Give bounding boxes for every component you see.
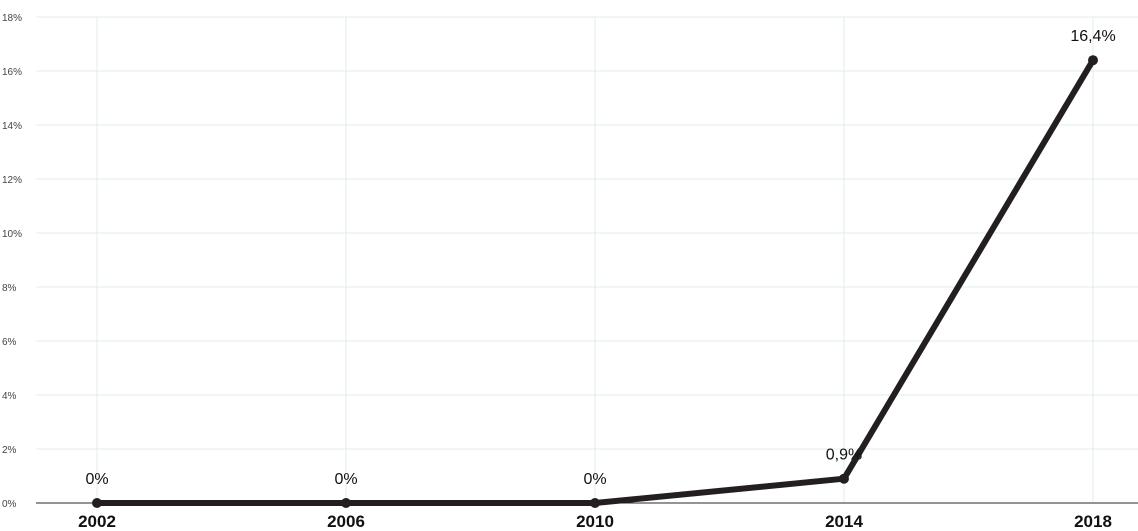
- x-tick-label: 2010: [576, 512, 614, 531]
- y-tick-label: 18%: [2, 13, 22, 24]
- data-label: 16,4%: [1070, 28, 1115, 45]
- y-tick-label: 10%: [2, 229, 22, 240]
- x-tick-label: 2002: [78, 512, 116, 531]
- data-label: 0%: [334, 471, 357, 488]
- y-tick-label: 4%: [2, 391, 17, 402]
- data-label: 0%: [583, 471, 606, 488]
- x-tick-label: 2018: [1074, 512, 1112, 531]
- data-label-layer: 0% 0% 0% 0,9% 16,4%: [85, 28, 1115, 488]
- y-tick-label: 8%: [2, 283, 17, 294]
- x-tick-label: 2014: [825, 512, 863, 531]
- x-tick-label: 2006: [327, 512, 365, 531]
- data-point: [839, 473, 849, 484]
- y-tick-label: 0%: [2, 499, 17, 510]
- y-tick-label: 12%: [2, 175, 22, 186]
- series-layer: [92, 55, 1098, 508]
- y-tick-label: 14%: [2, 121, 22, 132]
- data-point: [341, 498, 351, 508]
- y-tick-label: 6%: [2, 337, 17, 348]
- y-tick-label: 2%: [2, 445, 17, 456]
- data-point: [1088, 55, 1098, 66]
- data-label: 0%: [85, 471, 108, 488]
- data-point: [92, 498, 102, 508]
- y-tick-label: 16%: [2, 67, 22, 78]
- grid-layer: [36, 16, 1138, 503]
- data-point: [590, 498, 600, 508]
- data-label: 0,9%: [826, 447, 862, 464]
